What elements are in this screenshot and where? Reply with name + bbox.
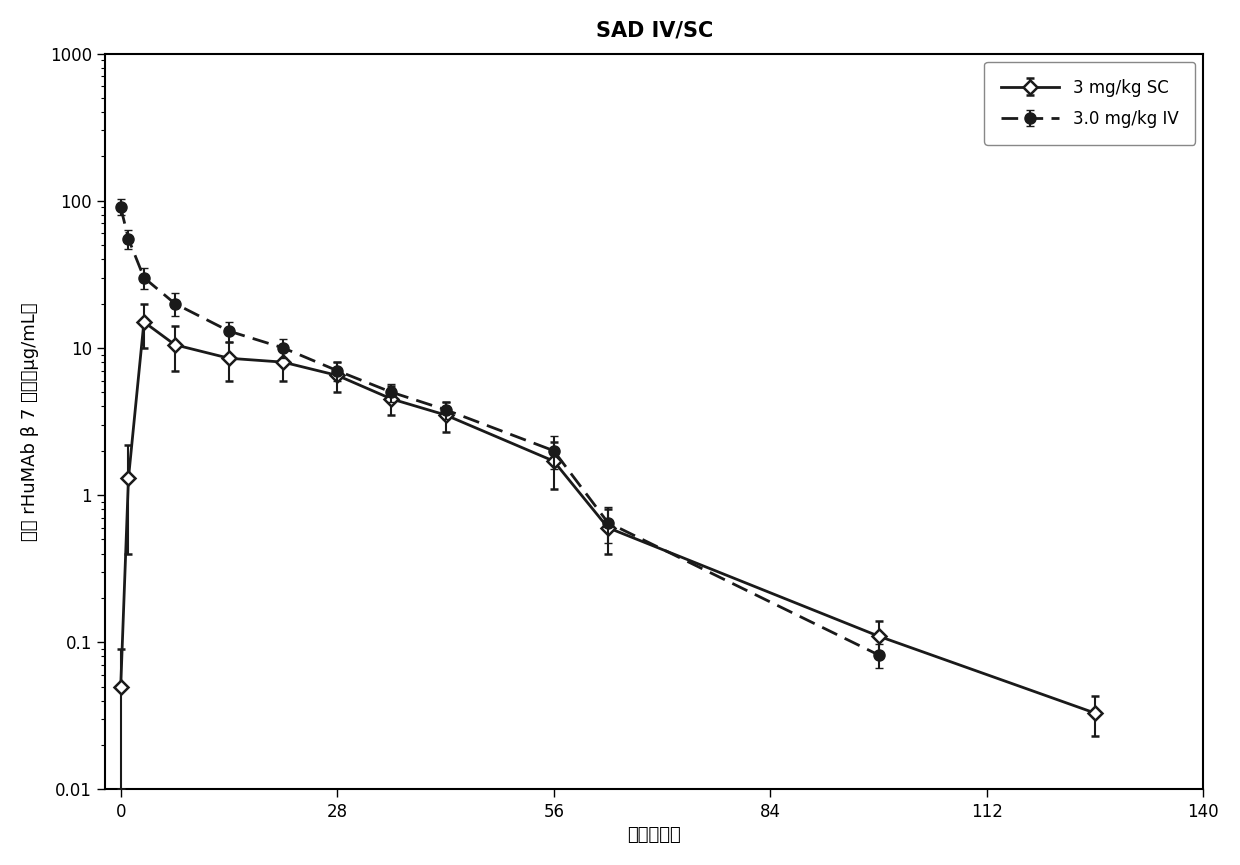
Title: SAD IV/SC: SAD IV/SC [595,21,713,41]
X-axis label: 时间（天）: 时间（天） [627,826,681,844]
Y-axis label: 血清 rHuMAb β 7 浓度（μg/mL）: 血清 rHuMAb β 7 浓度（μg/mL） [21,302,38,541]
Legend: 3 mg/kg SC, 3.0 mg/kg IV: 3 mg/kg SC, 3.0 mg/kg IV [985,61,1195,144]
